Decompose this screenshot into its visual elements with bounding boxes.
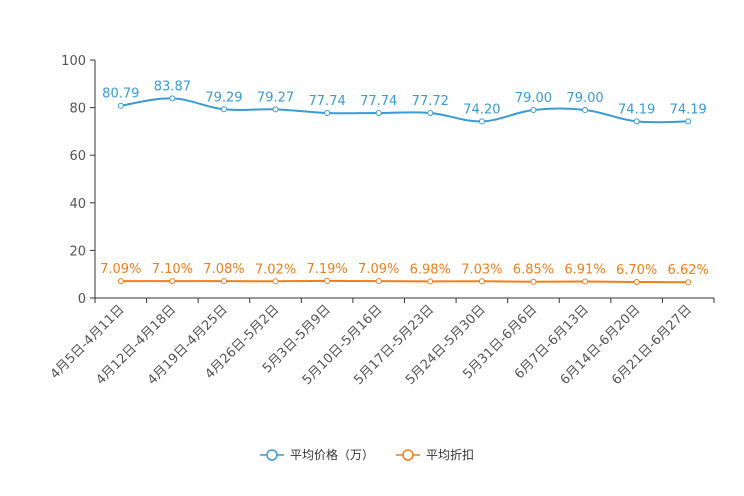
data-point	[427, 278, 434, 285]
data-point	[272, 278, 279, 285]
data-label: 7.08%	[203, 262, 244, 277]
legend-marker-icon	[402, 449, 414, 461]
data-point	[169, 278, 176, 285]
data-label: 77.72	[412, 94, 449, 109]
data-point	[169, 95, 176, 102]
data-point	[530, 106, 537, 113]
data-point	[633, 118, 640, 125]
series-layer	[117, 95, 692, 286]
data-point	[220, 106, 227, 113]
data-label: 77.74	[360, 94, 397, 109]
data-point	[324, 109, 331, 116]
data-label: 6.91%	[564, 263, 605, 278]
data-label: 7.09%	[358, 262, 399, 277]
data-point	[685, 279, 692, 286]
data-point	[582, 106, 589, 113]
data-point	[117, 102, 124, 109]
data-point	[478, 278, 485, 285]
data-point	[272, 106, 279, 113]
data-label: 79.00	[566, 91, 603, 106]
data-point	[375, 278, 382, 285]
data-point	[220, 278, 227, 285]
y-tick-label: 20	[69, 244, 86, 259]
data-label: 79.00	[515, 91, 552, 106]
data-point	[685, 118, 692, 125]
legend[interactable]: 平均价格（万） 平均折扣	[260, 447, 474, 462]
data-label: 7.19%	[306, 262, 347, 277]
data-label: 83.87	[154, 79, 191, 94]
data-label: 6.70%	[616, 263, 657, 278]
data-point	[530, 278, 537, 285]
data-label: 74.20	[463, 102, 500, 117]
y-tick-label: 100	[61, 54, 86, 69]
data-label: 80.79	[102, 87, 139, 102]
legend-item-1[interactable]: 平均折扣	[396, 447, 474, 462]
legend-marker-icon	[266, 449, 278, 461]
data-label: 7.10%	[152, 262, 193, 277]
y-tick-label: 0	[78, 292, 86, 307]
data-label: 74.19	[618, 102, 655, 117]
data-label: 7.03%	[461, 262, 502, 277]
data-label: 79.27	[257, 90, 294, 105]
data-label: 79.29	[205, 90, 242, 105]
series-line-1	[120, 279, 689, 284]
data-point	[324, 277, 331, 284]
y-tick-label: 40	[69, 197, 86, 212]
y-tick-label: 80	[69, 102, 86, 117]
data-label: 77.74	[309, 94, 346, 109]
data-point	[633, 279, 640, 286]
data-label: 6.98%	[410, 262, 451, 277]
data-label: 7.02%	[255, 262, 296, 277]
legend-item-0[interactable]: 平均价格（万）	[260, 447, 374, 462]
legend-label: 平均折扣	[426, 447, 474, 462]
data-labels: 80.79 83.87 79.29 79.27 77.74 77.74 77.72 74.20…	[100, 79, 709, 278]
data-label: 74.19	[670, 102, 707, 117]
y-tick-label: 60	[69, 149, 86, 164]
data-point	[427, 110, 434, 117]
data-point	[117, 278, 124, 285]
data-label: 6.85%	[513, 263, 554, 278]
data-point	[375, 109, 382, 116]
data-label: 6.62%	[668, 263, 709, 278]
data-point	[582, 278, 589, 285]
series-line-0	[120, 97, 689, 124]
data-label: 7.09%	[100, 262, 141, 277]
legend-label: 平均价格（万）	[290, 447, 374, 462]
data-point	[478, 118, 485, 125]
